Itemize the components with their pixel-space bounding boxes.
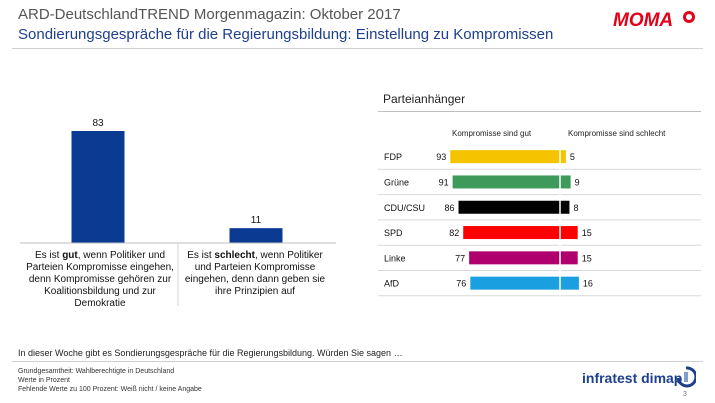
party-label: SPD [384, 228, 403, 238]
moma-logo: MOMA [613, 10, 695, 30]
value-bad-3: 15 [582, 228, 592, 238]
brand-name: infratest dimap [582, 370, 683, 386]
bar-good-1 [452, 175, 560, 189]
value-bad-1: 9 [575, 177, 580, 187]
bar-bad-5 [560, 276, 579, 290]
party-panel-divider [378, 111, 701, 112]
category-label-good: Es ist gut, wenn Politiker und Parteien … [26, 250, 174, 309]
bar-good-4 [469, 251, 560, 265]
value-bad-5: 16 [583, 279, 593, 289]
footnote-missing: Fehlende Werte zu 100 Prozent: Weiß nich… [18, 386, 202, 393]
footnote-population: Grundgesamtheit: Wahlberechtigte in Deut… [18, 368, 175, 375]
value-good-2: 86 [445, 203, 455, 213]
value-bad-2: 8 [573, 203, 578, 213]
bar-bad-2 [560, 200, 570, 214]
legend-good: Kompromisse sind gut [452, 129, 532, 138]
header-divider [12, 48, 703, 49]
bar-value-0: 83 [92, 118, 104, 129]
bar-bad-4 [560, 251, 578, 265]
bar-good-0 [450, 150, 560, 164]
footer-divider [12, 361, 703, 362]
bar-bad-3 [560, 226, 578, 240]
bar-value-1: 11 [251, 215, 262, 226]
bar-good-2 [458, 200, 560, 214]
value-bad-0: 5 [570, 152, 575, 162]
bar-bad-1 [560, 175, 571, 189]
legend-bad: Kompromisse sind schlecht [568, 129, 666, 138]
party-label: Linke [384, 253, 406, 263]
bar-1 [229, 228, 283, 243]
value-good-0: 93 [436, 152, 446, 162]
infratest-logo-icon [676, 366, 696, 388]
value-good-5: 76 [456, 279, 466, 289]
party-label: Grüne [384, 177, 409, 187]
party-label: CDU/CSU [384, 203, 425, 213]
bar-good-3 [463, 226, 560, 240]
bar-0 [71, 131, 125, 243]
value-good-4: 77 [455, 253, 465, 263]
party-label: FDP [384, 152, 402, 162]
bar-bad-0 [560, 150, 566, 164]
question-intro: In dieser Woche gibt es Sondierungsgespr… [18, 348, 403, 358]
category-label-bad: Es ist schlecht, wenn Politiker und Part… [184, 250, 326, 297]
value-good-3: 82 [449, 228, 459, 238]
value-good-1: 91 [439, 177, 449, 187]
page-title: ARD-DeutschlandTREND Morgenmagazin: Okto… [18, 6, 401, 23]
party-label: AfD [384, 279, 400, 289]
moma-logo-text: MOMA [613, 10, 673, 30]
bar-good-5 [470, 276, 560, 290]
party-panel-title: Parteianhänger [383, 92, 466, 106]
value-bad-4: 15 [582, 253, 592, 263]
page-subtitle: Sondierungsgespräche für die Regierungsb… [18, 26, 554, 43]
footnote-unit: Werte in Prozent [18, 377, 71, 384]
page-number: 3 [683, 391, 687, 398]
